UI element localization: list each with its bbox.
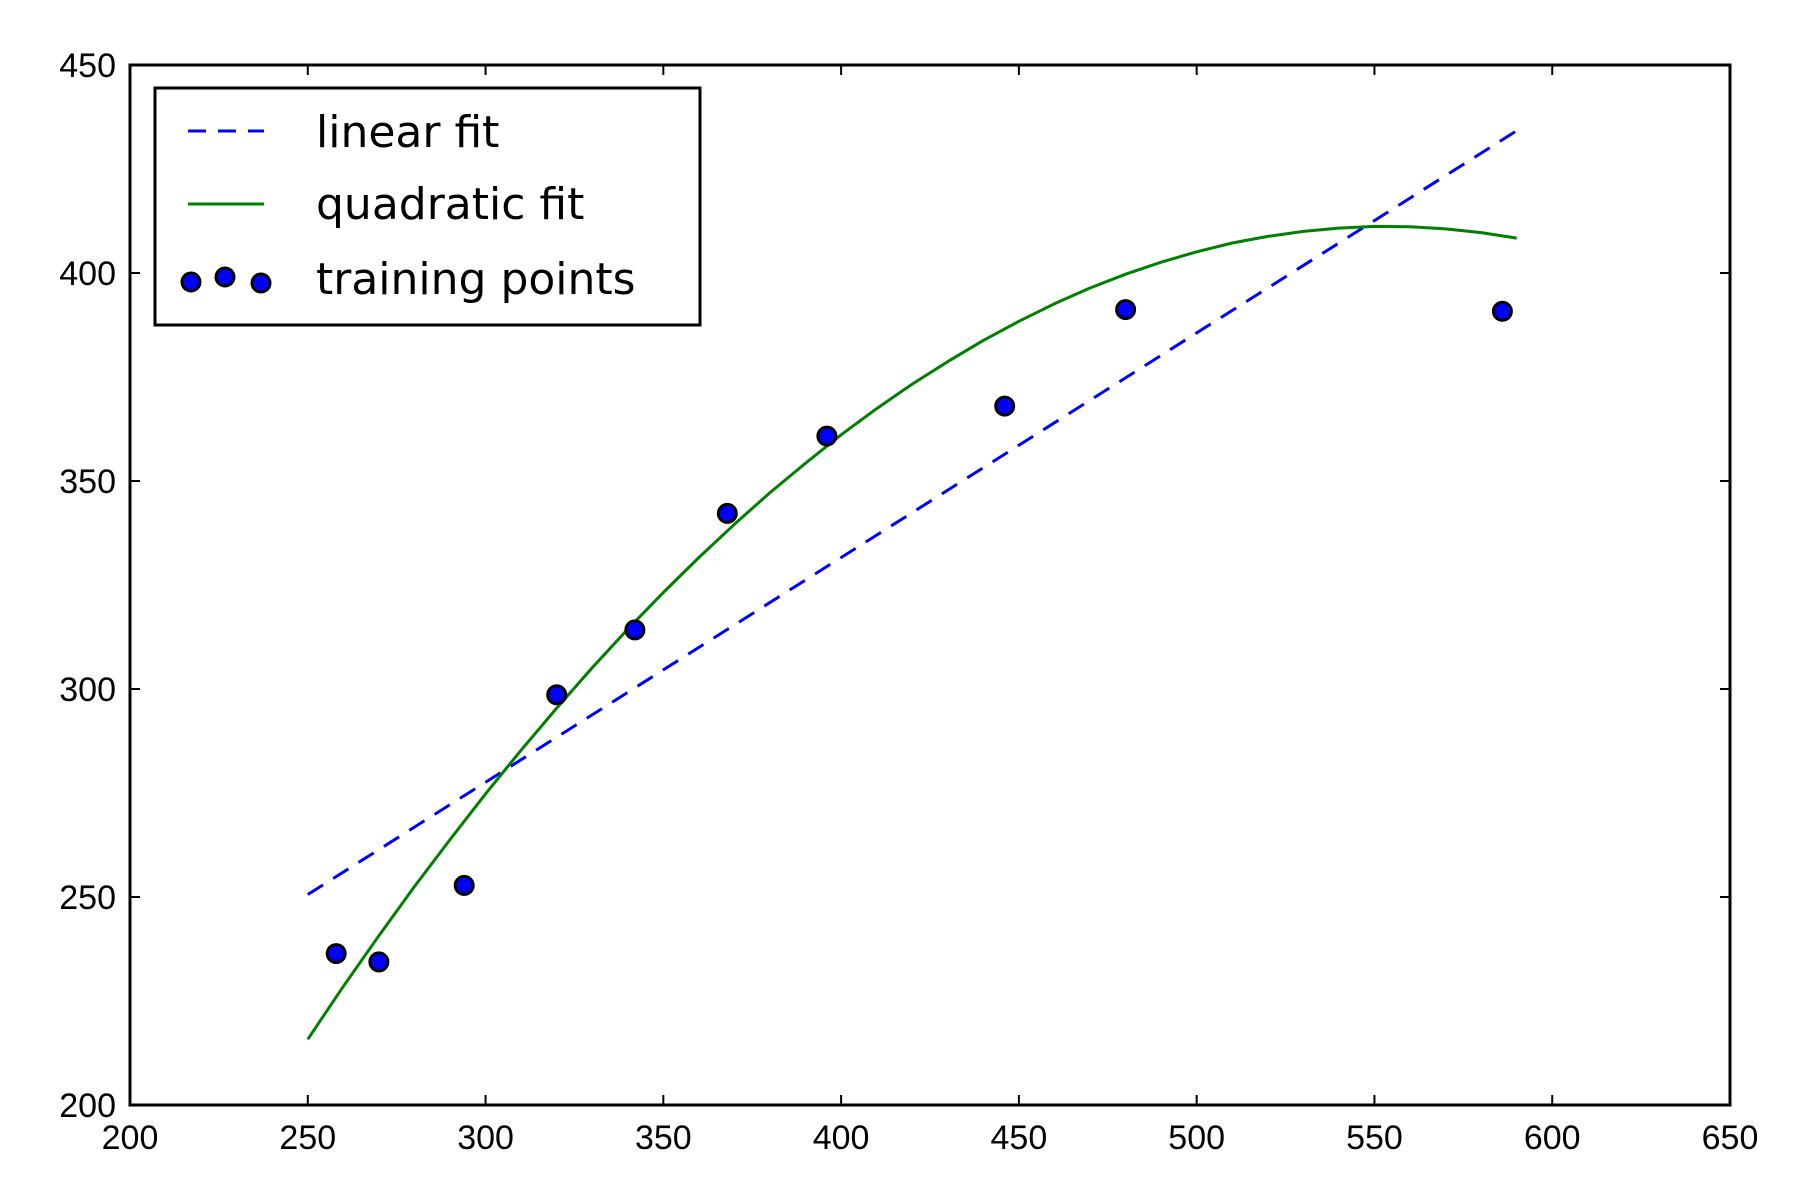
legend-training-points-marker (214, 266, 236, 288)
data-point (325, 943, 347, 965)
legend: linear fit quadratic fit training points (153, 86, 702, 327)
data-point (368, 951, 390, 973)
x-tick-label: 250 (279, 1119, 336, 1157)
x-tick-label: 600 (1524, 1119, 1581, 1157)
y-tick-label: 250 (59, 879, 116, 917)
legend-training-points-label: training points (316, 254, 636, 305)
y-tick-label: 200 (59, 1087, 116, 1125)
axes-frame (128, 63, 1732, 1107)
x-tick-label: 200 (102, 1119, 159, 1157)
data-point (1115, 299, 1137, 321)
y-tick-label: 300 (59, 671, 116, 709)
x-tick-label: 300 (457, 1119, 514, 1157)
x-tick-label: 350 (635, 1119, 692, 1157)
x-tick-label: 400 (813, 1119, 870, 1157)
data-point (994, 395, 1016, 417)
data-point (716, 502, 738, 524)
legend-training-points-marker (250, 272, 272, 294)
data-point (624, 619, 646, 641)
x-tick-label: 450 (991, 1119, 1048, 1157)
y-tick-label: 450 (59, 47, 116, 85)
data-point (546, 684, 568, 706)
y-tick-label: 350 (59, 463, 116, 501)
legend-frame (153, 86, 702, 327)
data-point (1491, 300, 1513, 322)
data-point (453, 874, 475, 896)
y-tick-label: 400 (59, 255, 116, 293)
axes: 200 250 300 350 400 450 500 550 600 650 200 250 300 3… (59, 47, 1758, 1157)
legend-quadratic-fit-label: quadratic fit (316, 179, 584, 230)
legend-training-points-marker (180, 271, 202, 293)
legend-linear-fit-label: linear fit (316, 107, 499, 158)
series-quadratic-fit-line (306, 224, 1517, 1041)
data-point (816, 425, 838, 447)
plot-area (306, 129, 1518, 1041)
x-tick-label: 500 (1168, 1119, 1225, 1157)
x-tick-label: 650 (1702, 1119, 1759, 1157)
x-tick-label: 550 (1346, 1119, 1403, 1157)
